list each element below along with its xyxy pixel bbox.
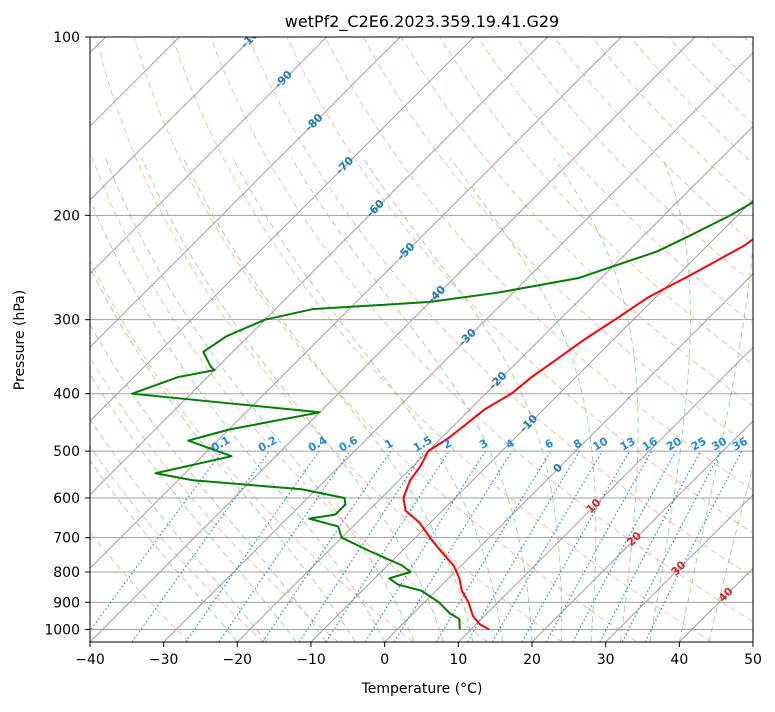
x-tick-label: 0: [380, 652, 389, 668]
y-tick-label: 800: [53, 565, 80, 581]
plot-background: [90, 37, 753, 642]
x-tick-label: −30: [149, 652, 179, 668]
x-axis-title: Temperature (°C): [361, 681, 483, 697]
x-tick-label: −20: [223, 652, 253, 668]
x-tick-label: −40: [75, 652, 105, 668]
x-tick-label: 30: [597, 652, 615, 668]
y-tick-label: 200: [53, 208, 80, 224]
y-tick-label: 500: [53, 444, 80, 460]
y-axis-title: Pressure (hPa): [12, 290, 28, 390]
y-tick-label: 300: [53, 313, 80, 329]
x-tick-label: −10: [296, 652, 326, 668]
y-tick-label: 700: [53, 531, 80, 547]
x-tick-label: 10: [449, 652, 467, 668]
y-tick-label: 900: [53, 595, 80, 611]
isotherm-line: [753, 37, 775, 642]
x-tick-label: 50: [744, 652, 762, 668]
x-tick-label: 20: [523, 652, 541, 668]
y-tick-label: 600: [53, 491, 80, 507]
y-tick-label: 1000: [44, 622, 80, 638]
chart-title: wetPf2_C2E6.2023.359.19.41.G29: [285, 12, 559, 32]
y-tick-label: 100: [53, 30, 80, 46]
y-tick-label: 400: [53, 387, 80, 403]
x-tick-label: 40: [670, 652, 688, 668]
